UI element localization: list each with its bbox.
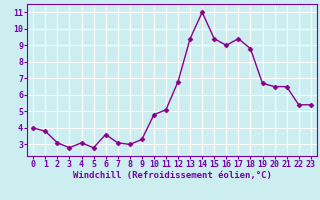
X-axis label: Windchill (Refroidissement éolien,°C): Windchill (Refroidissement éolien,°C) — [73, 171, 271, 180]
